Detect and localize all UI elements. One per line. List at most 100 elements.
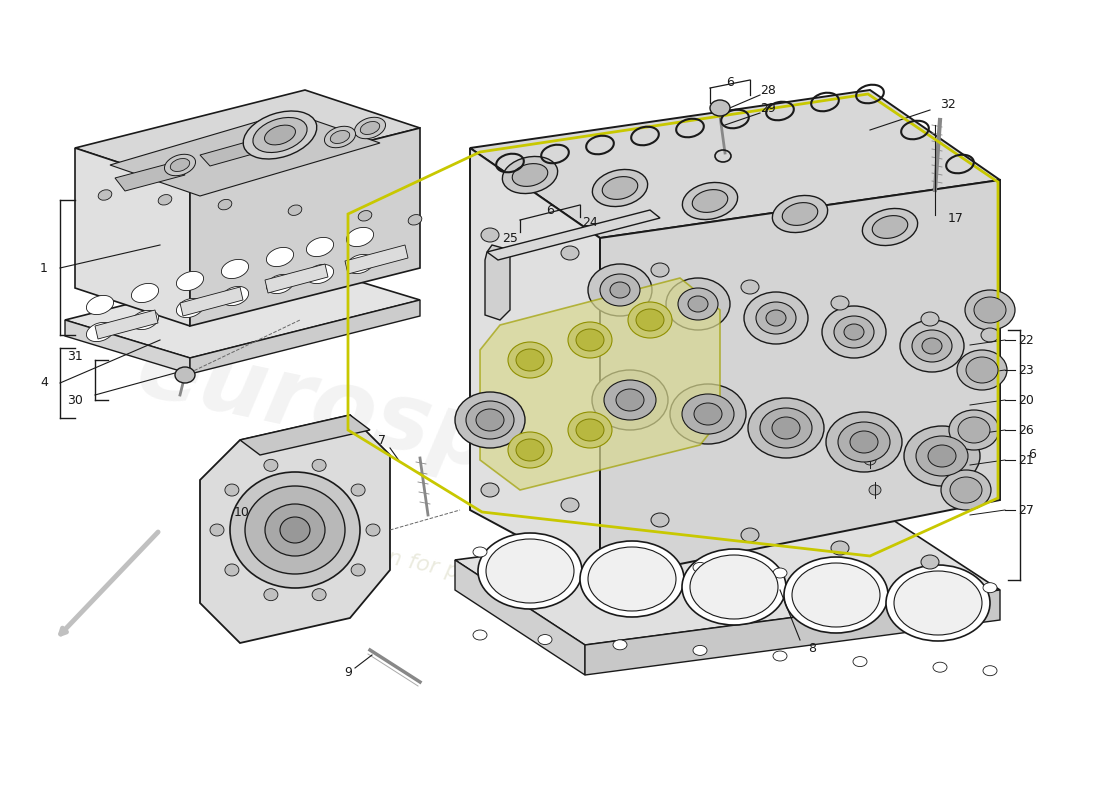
Ellipse shape bbox=[538, 551, 552, 562]
Polygon shape bbox=[200, 415, 390, 643]
Polygon shape bbox=[455, 560, 585, 675]
Ellipse shape bbox=[253, 118, 307, 153]
Ellipse shape bbox=[822, 306, 886, 358]
Polygon shape bbox=[95, 310, 158, 339]
Text: eurospares: eurospares bbox=[129, 323, 732, 537]
Ellipse shape bbox=[131, 310, 158, 330]
Ellipse shape bbox=[87, 322, 113, 342]
Ellipse shape bbox=[561, 498, 579, 512]
Ellipse shape bbox=[894, 571, 982, 635]
Ellipse shape bbox=[568, 322, 612, 358]
Ellipse shape bbox=[782, 202, 817, 226]
Ellipse shape bbox=[950, 477, 982, 503]
Ellipse shape bbox=[466, 401, 514, 439]
Ellipse shape bbox=[561, 246, 579, 260]
Ellipse shape bbox=[772, 195, 827, 233]
Ellipse shape bbox=[481, 228, 499, 242]
Polygon shape bbox=[75, 90, 420, 186]
Ellipse shape bbox=[312, 459, 326, 471]
Ellipse shape bbox=[886, 565, 990, 641]
Text: 21: 21 bbox=[1018, 454, 1034, 466]
Text: 6: 6 bbox=[726, 75, 734, 89]
Ellipse shape bbox=[636, 309, 664, 331]
Ellipse shape bbox=[741, 280, 759, 294]
Polygon shape bbox=[455, 505, 1000, 645]
Ellipse shape bbox=[455, 392, 525, 448]
Ellipse shape bbox=[773, 568, 786, 578]
Ellipse shape bbox=[351, 564, 365, 576]
Ellipse shape bbox=[850, 431, 878, 453]
Text: 30: 30 bbox=[67, 394, 82, 406]
Ellipse shape bbox=[852, 574, 867, 584]
Ellipse shape bbox=[580, 541, 684, 617]
Ellipse shape bbox=[265, 504, 324, 556]
Ellipse shape bbox=[773, 651, 786, 661]
Ellipse shape bbox=[218, 199, 232, 210]
Ellipse shape bbox=[741, 528, 759, 542]
Polygon shape bbox=[110, 112, 379, 196]
Ellipse shape bbox=[760, 408, 812, 448]
Text: 31: 31 bbox=[67, 350, 82, 362]
Ellipse shape bbox=[486, 539, 574, 603]
Ellipse shape bbox=[324, 126, 355, 148]
Ellipse shape bbox=[933, 579, 947, 589]
Text: 6: 6 bbox=[546, 203, 554, 217]
Text: 9: 9 bbox=[344, 666, 352, 678]
Text: 29: 29 bbox=[760, 102, 775, 114]
Ellipse shape bbox=[756, 302, 796, 334]
Ellipse shape bbox=[330, 130, 350, 143]
Polygon shape bbox=[470, 90, 1000, 238]
Ellipse shape bbox=[651, 263, 669, 277]
Ellipse shape bbox=[264, 459, 278, 471]
Ellipse shape bbox=[478, 533, 582, 609]
Ellipse shape bbox=[513, 164, 548, 186]
Text: 23: 23 bbox=[1018, 363, 1034, 377]
Ellipse shape bbox=[864, 455, 876, 465]
Polygon shape bbox=[116, 162, 185, 191]
Ellipse shape bbox=[473, 547, 487, 557]
Ellipse shape bbox=[588, 547, 676, 611]
Ellipse shape bbox=[916, 436, 968, 476]
Ellipse shape bbox=[772, 417, 800, 439]
Polygon shape bbox=[480, 278, 720, 490]
Ellipse shape bbox=[346, 227, 374, 246]
Ellipse shape bbox=[900, 320, 964, 372]
Ellipse shape bbox=[981, 328, 999, 342]
Text: 8: 8 bbox=[808, 642, 816, 654]
Text: 17: 17 bbox=[948, 211, 964, 225]
Ellipse shape bbox=[359, 210, 372, 221]
Ellipse shape bbox=[834, 316, 874, 348]
Ellipse shape bbox=[266, 247, 294, 266]
Ellipse shape bbox=[692, 190, 728, 212]
Ellipse shape bbox=[176, 298, 204, 318]
Ellipse shape bbox=[592, 370, 668, 430]
Polygon shape bbox=[190, 300, 420, 374]
Ellipse shape bbox=[748, 398, 824, 458]
Ellipse shape bbox=[593, 170, 648, 206]
Ellipse shape bbox=[604, 380, 656, 420]
Text: 27: 27 bbox=[1018, 503, 1034, 517]
Ellipse shape bbox=[928, 445, 956, 467]
Ellipse shape bbox=[473, 630, 487, 640]
Ellipse shape bbox=[666, 278, 730, 330]
Polygon shape bbox=[485, 245, 510, 320]
Ellipse shape bbox=[508, 342, 552, 378]
Ellipse shape bbox=[830, 541, 849, 555]
Ellipse shape bbox=[854, 425, 866, 435]
Text: 1: 1 bbox=[40, 262, 48, 274]
Ellipse shape bbox=[710, 100, 730, 116]
Ellipse shape bbox=[613, 557, 627, 566]
Ellipse shape bbox=[175, 367, 195, 383]
Polygon shape bbox=[585, 590, 1000, 675]
Ellipse shape bbox=[516, 439, 544, 461]
Ellipse shape bbox=[613, 640, 627, 650]
Ellipse shape bbox=[170, 158, 189, 171]
Ellipse shape bbox=[651, 513, 669, 527]
Ellipse shape bbox=[408, 214, 421, 225]
Polygon shape bbox=[200, 141, 260, 166]
Ellipse shape bbox=[264, 589, 278, 601]
Ellipse shape bbox=[131, 283, 158, 302]
Ellipse shape bbox=[610, 282, 630, 298]
Text: 6: 6 bbox=[1028, 449, 1036, 462]
Ellipse shape bbox=[904, 426, 980, 486]
